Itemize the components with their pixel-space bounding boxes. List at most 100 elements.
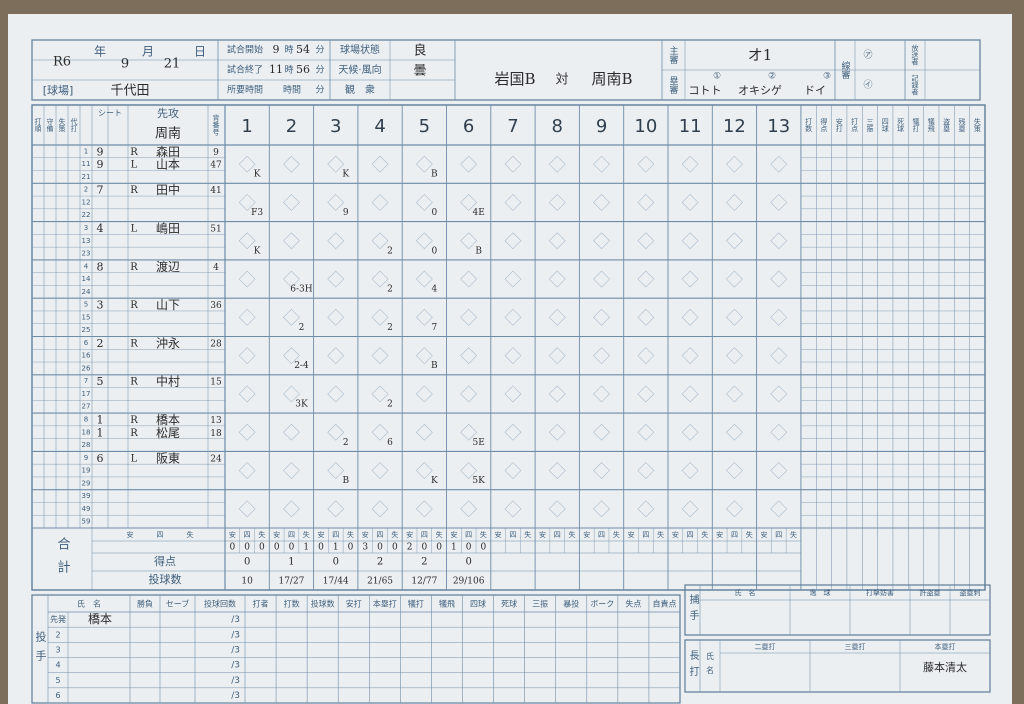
diamond: [726, 232, 743, 250]
totals-sub-label: 安: [583, 530, 590, 539]
diamond: [681, 385, 699, 403]
diamond: [415, 423, 433, 441]
totals-sub-label: 四: [687, 531, 694, 539]
batting-hand: R: [130, 415, 138, 426]
diamond: [770, 347, 788, 365]
inning-number: 7: [507, 116, 518, 137]
diamond: [548, 500, 566, 518]
inning-stat: 0: [481, 543, 487, 553]
totals-sub-label: 安: [716, 530, 723, 539]
diamond: [726, 155, 743, 173]
totals-sub-label: 失: [524, 530, 531, 539]
diamond: [504, 308, 522, 326]
venue: 千代田: [110, 84, 149, 99]
pitching-header: 犠飛: [439, 599, 455, 609]
stats-label: 打数: [805, 117, 813, 133]
diamond: [637, 423, 655, 441]
diamond: [460, 155, 478, 173]
totals-sub-label: 四: [509, 531, 516, 539]
diamond: [593, 155, 610, 173]
inning-stat: 0: [289, 543, 295, 553]
diamond: [637, 500, 655, 518]
diamond: [770, 423, 788, 441]
row-number: 15: [82, 313, 91, 321]
time-label: 試合終了: [227, 64, 263, 76]
pitcher-order: 3: [55, 645, 60, 654]
inning-runs: 1: [288, 557, 294, 568]
team: 周南: [155, 126, 181, 142]
diamond: [283, 385, 300, 403]
stats-label: 残塁: [958, 117, 966, 132]
pitching-header: 三振: [532, 599, 548, 609]
totals-sub-label: 四: [731, 531, 738, 539]
uniform-number: 13: [210, 416, 222, 426]
hour-unit: 時: [284, 45, 293, 56]
diamond: [637, 155, 655, 173]
row-number: 13: [82, 237, 91, 245]
diamond: [371, 462, 389, 479]
diamond: [504, 385, 522, 403]
totals-sub-label: 失: [569, 530, 576, 539]
inning-number: 9: [596, 116, 607, 137]
diamond: [637, 270, 655, 288]
diamond: [415, 308, 433, 326]
diamond: [460, 270, 478, 288]
row-number: 9: [84, 454, 88, 462]
inning-stat: 0: [259, 543, 265, 553]
time-minute: 54: [296, 43, 310, 56]
time-hour: 9: [273, 43, 280, 56]
diamond: [415, 194, 433, 211]
row-number: 24: [82, 288, 91, 296]
row-number: 39: [82, 492, 91, 500]
play-notation: 2: [343, 438, 349, 448]
catcher-header: 盗塁刺: [960, 588, 981, 597]
year-unit: 年: [94, 45, 106, 59]
diamond: [327, 500, 345, 518]
inning-pitches: 10: [241, 577, 253, 587]
line-mark: ㋑: [863, 80, 872, 91]
batting-hand: L: [131, 223, 138, 234]
inning-stat: 0: [318, 543, 324, 553]
row-number: 29: [82, 479, 91, 487]
diamond: [415, 462, 433, 479]
pitching-header: 打数: [284, 599, 300, 609]
diamond: [726, 423, 743, 441]
row-number: 18: [82, 428, 91, 436]
diamond: [770, 232, 788, 250]
pitching-header: 安打: [346, 599, 362, 609]
position: 4: [97, 222, 104, 235]
diamond: [238, 194, 256, 211]
diamond: [681, 155, 699, 173]
totals-sub-label: 安: [229, 530, 236, 539]
uniform-number: 28: [210, 339, 222, 349]
diamond: [504, 155, 522, 173]
diamond: [283, 155, 300, 173]
totals-label: 合計: [55, 537, 71, 583]
player-name: 阪東: [156, 451, 180, 465]
totals-sub-label: 失: [701, 530, 708, 539]
long-hits-name-label: 氏名: [706, 652, 715, 680]
diamond: [593, 232, 610, 250]
totals-sub-label: 安: [450, 530, 457, 539]
paper: [8, 14, 1012, 704]
totals-sub-label: 安: [760, 530, 767, 539]
diamond: [371, 500, 389, 518]
diamond: [371, 155, 389, 173]
minute-unit: 分: [315, 65, 324, 76]
frame: [684, 639, 991, 693]
time-hour: 11: [269, 63, 283, 76]
side-label: 先攻: [157, 106, 179, 120]
diamond: [681, 500, 699, 518]
pitching-header: 暴投: [563, 599, 579, 609]
time-minute: 56: [296, 63, 310, 76]
spectators-label: 観 衆: [345, 83, 375, 96]
totals-sub-label: 失: [347, 530, 354, 539]
row-number: 28: [82, 441, 91, 449]
diamond: [460, 308, 478, 326]
inning-number: 12: [723, 116, 746, 137]
diamond: [415, 385, 433, 403]
diamond: [238, 347, 256, 365]
diamond: [726, 462, 743, 479]
uniform-number: 9: [213, 148, 219, 158]
row-number: 12: [82, 198, 91, 206]
